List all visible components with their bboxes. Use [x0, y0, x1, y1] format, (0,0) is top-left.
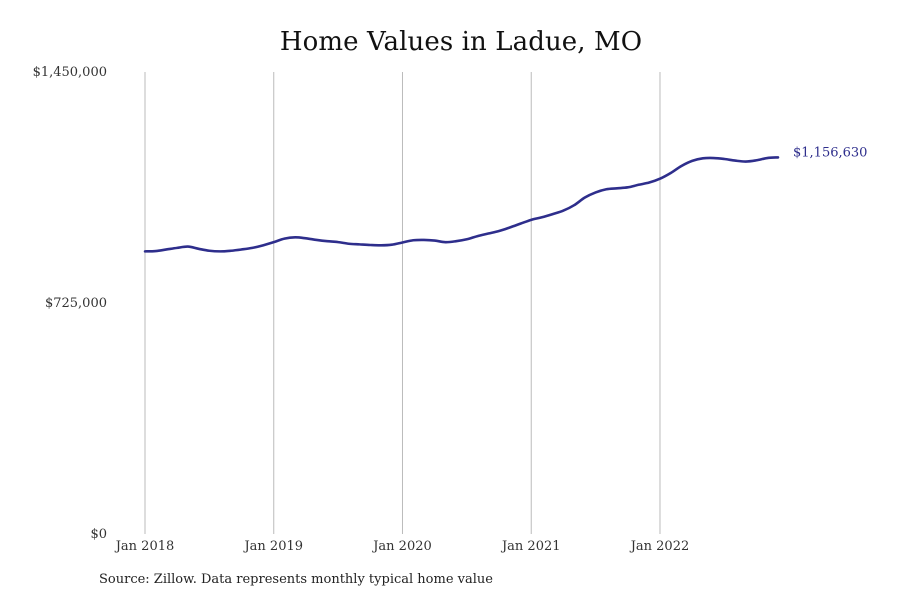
- series-layer: $1,156,630: [143, 145, 867, 253]
- x-tick-label: Jan 2020: [371, 539, 432, 554]
- x-axis: Jan 2018 Jan 2019 Jan 2020 Jan 2021 Jan 2022: [114, 539, 690, 554]
- y-tick-label: $0: [90, 527, 107, 542]
- series-line: [143, 156, 780, 253]
- x-tick-label: Jan 2021: [500, 539, 561, 554]
- y-tick-label: $1,450,000: [33, 65, 107, 80]
- x-tick-label: Jan 2018: [114, 539, 175, 554]
- y-tick-label: $725,000: [45, 296, 107, 311]
- gridlines: [144, 72, 661, 534]
- x-tick-label: Jan 2019: [242, 539, 303, 554]
- end-value-label: $1,156,630: [793, 145, 867, 160]
- chart-title: Home Values in Ladue, MO: [279, 27, 643, 57]
- source-note: Source: Zillow. Data represents monthly …: [99, 572, 493, 587]
- x-tick-label: Jan 2022: [629, 539, 690, 554]
- y-axis: $0 $725,000 $1,450,000: [33, 65, 107, 542]
